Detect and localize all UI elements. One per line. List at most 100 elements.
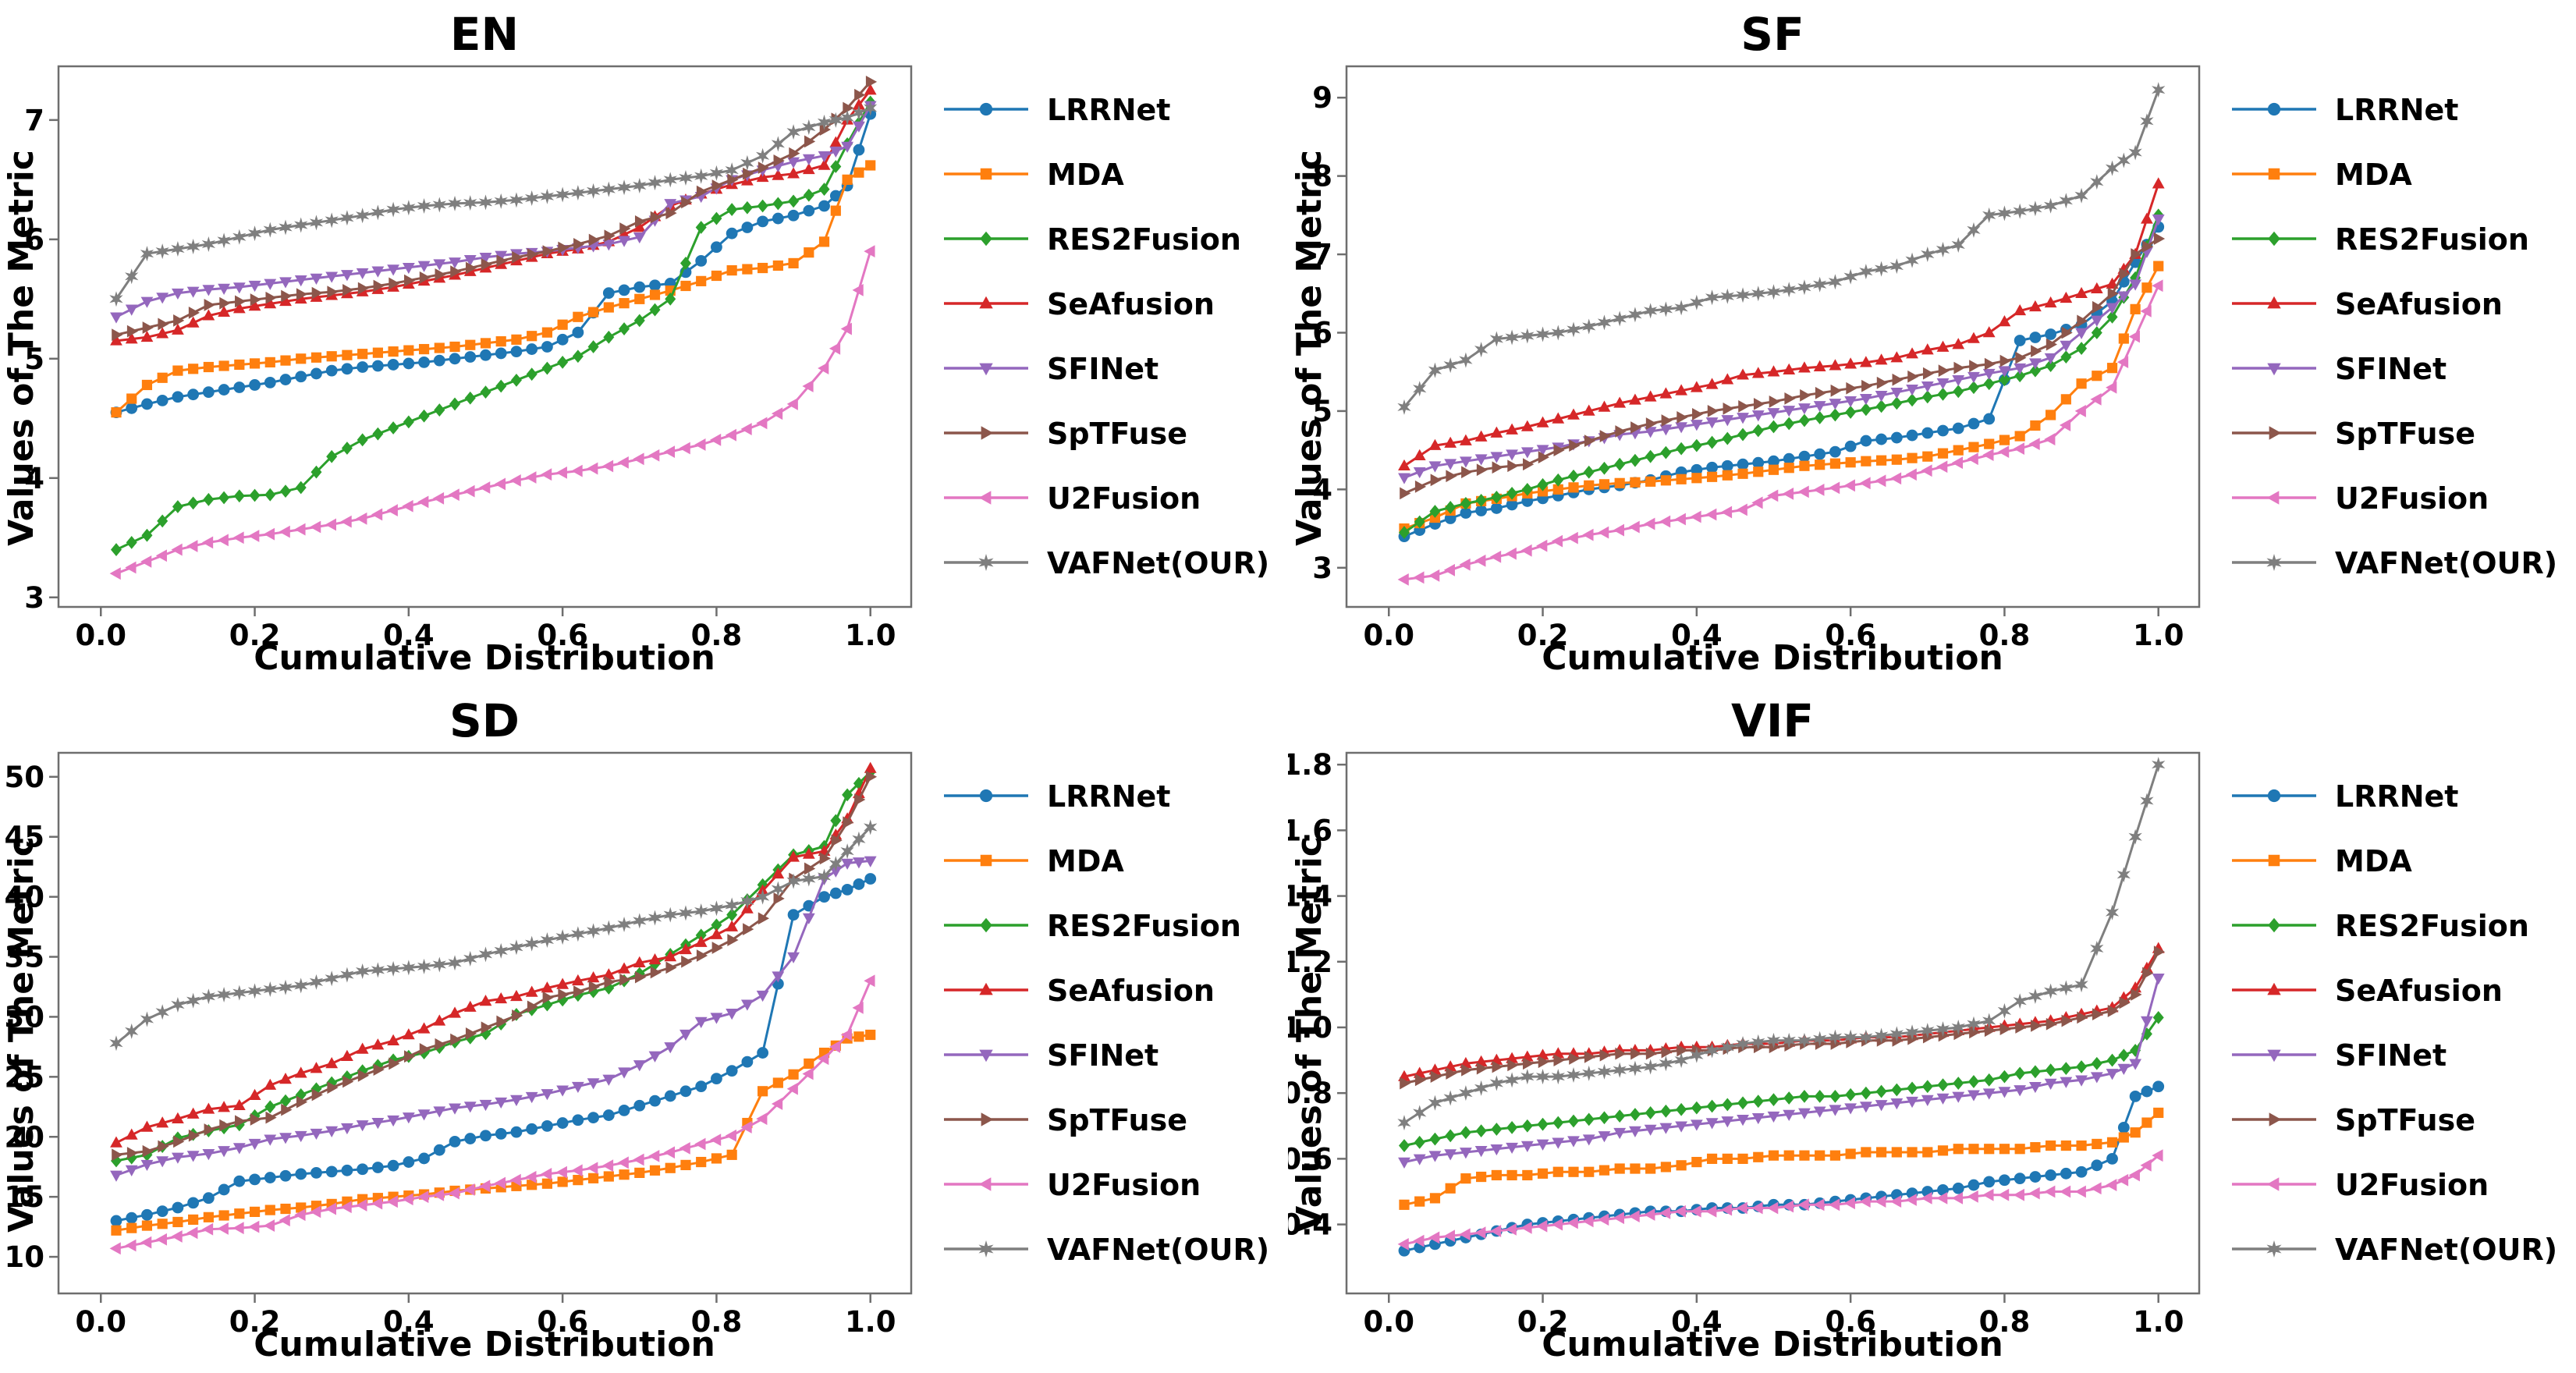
square-marker: [357, 349, 368, 360]
triangle-down-marker: [310, 1128, 323, 1141]
triangle-left-marker: [1428, 1231, 1440, 1244]
triangle-left-marker: [2044, 433, 2056, 445]
diamond-marker: [126, 535, 137, 549]
triangle-right-marker: [650, 966, 662, 979]
triangle-right-marker: [1692, 408, 1704, 420]
triangle-down-marker: [1444, 459, 1457, 470]
circle-marker: [1967, 1179, 1980, 1191]
diamond-marker: [1999, 1070, 2010, 1084]
triangle-left-marker: [494, 1176, 506, 1190]
circle-marker: [695, 254, 708, 267]
triangle-right-marker: [1907, 1032, 1919, 1045]
y-tick-label: 50: [5, 761, 45, 794]
square-marker: [2030, 420, 2041, 431]
star-marker: [186, 239, 200, 254]
circle-marker: [864, 873, 877, 885]
triangle-right-marker: [173, 314, 185, 327]
diamond-marker: [619, 322, 630, 335]
square-marker: [1598, 479, 1610, 490]
sf-y-axis-label: Values of The Metric: [1290, 150, 1329, 546]
triangle-down-marker: [1798, 403, 1811, 415]
square-marker: [842, 174, 853, 185]
diamond-marker: [1845, 406, 1857, 419]
triangle-left-marker: [679, 1141, 690, 1155]
triangle-left-marker: [2152, 279, 2163, 293]
triangle-up-marker: [979, 296, 993, 309]
triangle-right-marker: [219, 1119, 231, 1132]
diamond-marker: [341, 442, 353, 455]
square-marker: [1829, 458, 1841, 469]
y-tick-label: 8: [1312, 160, 1332, 193]
square-marker: [388, 346, 399, 357]
triangle-up-marker: [156, 327, 169, 339]
diamond-marker: [434, 403, 445, 417]
star-marker: [1628, 307, 1642, 323]
legend-item-VAFNet(OUR): VAFNet(OUR): [944, 1233, 1269, 1267]
triangle-up-marker: [417, 1022, 431, 1034]
star-marker: [201, 988, 216, 1005]
triangle-left-marker: [2128, 1169, 2140, 1182]
triangle-right-marker: [1892, 1034, 1904, 1047]
sd-y-axis-label: Values of The Metric: [2, 836, 41, 1233]
triangle-left-marker: [448, 488, 459, 502]
star-marker: [309, 215, 324, 231]
star-marker: [1674, 1052, 1688, 1069]
triangle-down-marker: [1906, 1096, 1918, 1109]
triangle-right-marker: [604, 975, 616, 988]
triangle-down-marker: [186, 286, 200, 298]
triangle-up-marker: [1982, 326, 1996, 338]
diamond-marker: [980, 917, 992, 933]
legend-label: SeAfusion: [1047, 974, 1215, 1008]
triangle-right-marker: [1815, 386, 1827, 399]
circle-marker: [1875, 433, 1887, 445]
diamond-marker: [372, 427, 384, 441]
triangle-down-marker: [694, 1016, 708, 1028]
diamond-marker: [1829, 408, 1841, 422]
diamond-marker: [2106, 310, 2118, 324]
circle-marker: [572, 326, 584, 339]
triangle-down-marker: [1644, 1124, 1657, 1136]
triangle-right-marker: [2142, 967, 2154, 980]
y-tick-label: 4: [1312, 473, 1332, 506]
series-line: [115, 980, 872, 1250]
square-marker: [218, 1210, 229, 1221]
diamond-marker: [1860, 1086, 1872, 1100]
triangle-down-marker: [1921, 381, 1934, 393]
triangle-left-marker: [633, 1153, 644, 1166]
triangle-left-marker: [1797, 1198, 1809, 1212]
square-marker: [587, 1173, 599, 1183]
star-marker: [1997, 205, 2012, 222]
series-VAFNet(OUR): [109, 100, 878, 307]
square-marker: [1753, 1151, 1764, 1162]
star-marker: [679, 905, 693, 921]
triangle-right-marker: [1984, 357, 1996, 371]
triangle-left-marker: [1767, 489, 1779, 502]
diamond-marker: [757, 199, 768, 213]
triangle-down-marker: [1705, 1118, 1719, 1130]
star-marker: [279, 219, 293, 236]
triangle-right-marker: [142, 321, 154, 334]
diamond-marker: [1814, 411, 1826, 424]
star-marker: [840, 109, 854, 126]
star-marker: [1797, 1032, 1811, 1048]
triangle-right-marker: [435, 268, 446, 281]
triangle-up-marker: [2044, 296, 2057, 308]
triangle-up-marker: [371, 1038, 385, 1050]
square-marker: [788, 1069, 799, 1080]
diamond-marker: [2091, 1056, 2102, 1070]
star-marker: [1921, 247, 1935, 263]
triangle-left-marker: [710, 1134, 722, 1146]
diamond-marker: [2268, 917, 2280, 933]
triangle-right-marker: [1430, 474, 1442, 487]
x-tick-label: 0.4: [383, 1305, 435, 1339]
triangle-down-marker: [648, 1051, 662, 1063]
star-marker: [1535, 326, 1550, 342]
y-tick-label: 7: [1312, 238, 1332, 271]
triangle-left-marker: [1921, 1192, 1932, 1204]
triangle-down-marker: [1721, 415, 1734, 427]
triangle-down-marker: [417, 261, 431, 272]
square-marker: [1861, 1147, 1872, 1158]
triangle-down-marker: [387, 264, 400, 276]
diamond-marker: [1552, 1116, 1564, 1130]
